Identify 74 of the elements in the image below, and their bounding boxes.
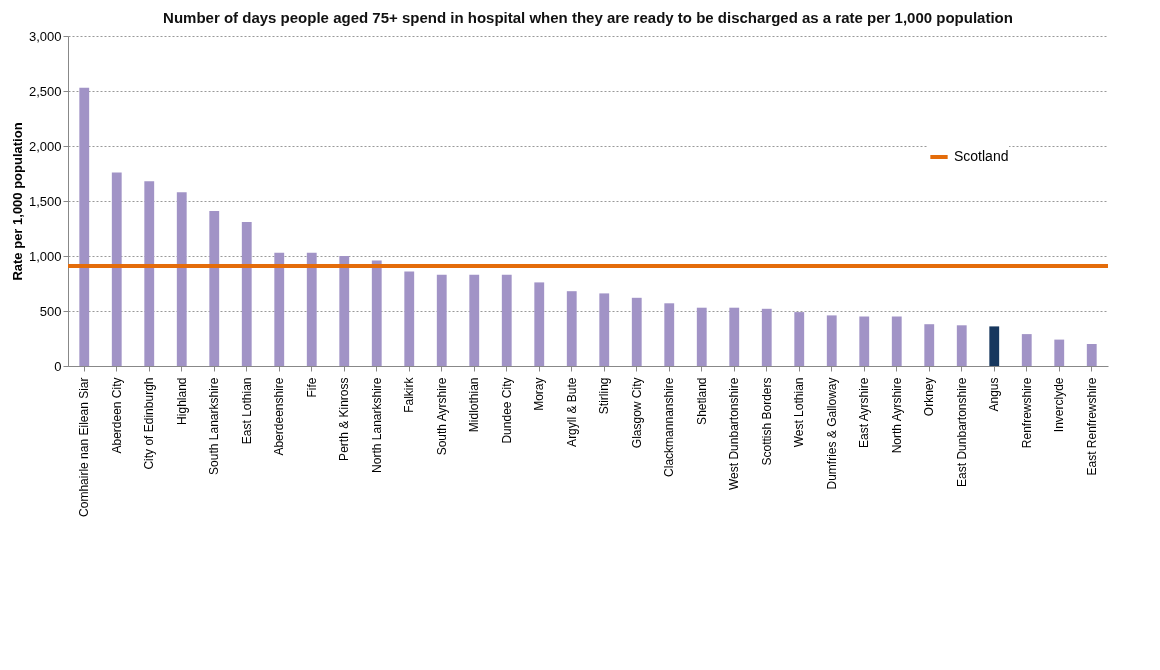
- y-axis-title: Rate per 1,000 population: [9, 122, 25, 281]
- bar: [1021, 334, 1032, 366]
- x-tick-label: Clackmannanshire: [662, 377, 677, 477]
- bar: [436, 274, 447, 366]
- bar: [599, 293, 610, 366]
- x-tick-label: Midlothian: [467, 377, 482, 433]
- x-tick-label: East Lothian: [239, 377, 254, 445]
- x-tick-label: Comhairle nan Eilean Siar: [77, 377, 92, 517]
- y-tick-label: 2,500: [28, 83, 62, 99]
- bar: [274, 252, 285, 366]
- x-tick-label: Inverclyde: [1052, 377, 1067, 433]
- bar: [144, 181, 155, 366]
- x-tick-label: Highland: [174, 377, 189, 425]
- y-tick-label: 1,500: [28, 193, 62, 209]
- x-tick-label: Scottish Borders: [759, 377, 774, 466]
- x-tick-label: Orkney: [922, 377, 937, 417]
- bar: [79, 87, 90, 366]
- bar: [891, 316, 902, 366]
- x-tick-label: West Lothian: [792, 377, 807, 448]
- x-tick-label: Dumfries & Galloway: [824, 377, 839, 490]
- x-tick-label: South Lanarkshire: [207, 377, 222, 475]
- bar: [826, 315, 837, 366]
- bar: [989, 326, 1000, 366]
- legend-label: Scotland: [954, 148, 1009, 164]
- x-tick-label: Moray: [532, 377, 547, 411]
- x-tick-label: North Ayrshire: [889, 377, 904, 454]
- x-tick-label: Shetland: [694, 377, 709, 425]
- bar: [761, 308, 772, 366]
- bar: [501, 274, 512, 366]
- bar: [534, 282, 545, 366]
- bar: [696, 307, 707, 366]
- bar: [924, 324, 935, 366]
- bar: [664, 303, 675, 366]
- chart-title: Number of days people aged 75+ spend in hospital when they are ready to be discharged as a rate per 1,000 population: [163, 9, 1013, 26]
- x-tick-label: East Ayrshire: [857, 377, 872, 448]
- x-tick-label: Falkirk: [402, 376, 417, 413]
- y-tick-label: 0: [54, 358, 62, 374]
- y-tick-label: 1,000: [28, 248, 62, 264]
- y-tick-label: 500: [39, 303, 62, 319]
- bar: [241, 221, 252, 366]
- bar: [371, 260, 382, 366]
- bar: [339, 256, 350, 366]
- x-tick-label: Aberdeen City: [109, 377, 124, 454]
- bar: [1054, 339, 1065, 366]
- bar: [956, 325, 967, 366]
- bar: [111, 172, 122, 366]
- bar: [859, 316, 870, 366]
- x-tick-label: Glasgow City: [629, 377, 644, 449]
- x-tick-label: North Lanarkshire: [369, 377, 384, 473]
- x-tick-label: West Dunbartonshire: [727, 377, 742, 490]
- y-tick-label: 2,000: [28, 138, 62, 154]
- bar: [306, 252, 317, 366]
- x-tick-label: City of Edinburgh: [142, 377, 157, 470]
- bar: [209, 210, 220, 366]
- x-tick-label: Perth & Kinross: [337, 377, 352, 461]
- x-tick-label: Dundee City: [499, 377, 514, 444]
- x-tick-label: Fife: [304, 377, 319, 398]
- x-tick-label: East Renfrewshire: [1084, 377, 1099, 476]
- bar: [469, 274, 480, 366]
- y-tick-label: 3,000: [28, 28, 62, 44]
- bar: [176, 192, 187, 366]
- x-tick-label: Stirling: [597, 377, 612, 415]
- x-tick-label: Renfrewshire: [1019, 377, 1034, 449]
- bar: [566, 291, 577, 366]
- x-tick-label: South Ayrshire: [434, 377, 449, 456]
- x-tick-label: Aberdeenshire: [272, 377, 287, 456]
- x-tick-label: Angus: [987, 377, 1002, 412]
- bar: [631, 297, 642, 366]
- x-tick-label: Argyll & Bute: [564, 377, 579, 447]
- bar: [1086, 344, 1097, 366]
- bar: [404, 271, 415, 366]
- bar: [729, 307, 740, 366]
- bar: [794, 312, 805, 366]
- x-tick-label: East Dunbartonshire: [954, 377, 969, 487]
